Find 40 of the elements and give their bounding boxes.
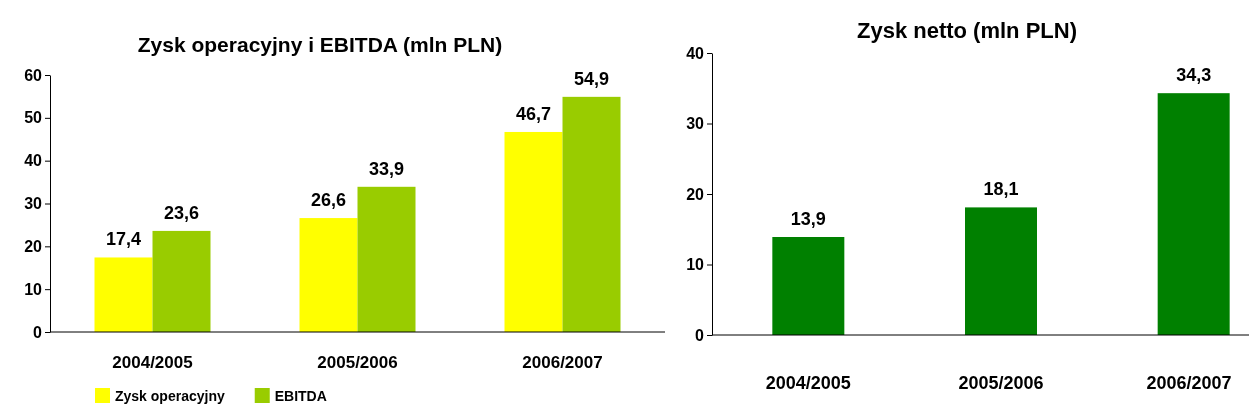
data-label: 33,9 — [368, 158, 405, 179]
bar — [965, 207, 1037, 335]
x-tick-label: 2004/2005 — [765, 373, 851, 393]
y-tick-label: 0 — [33, 323, 43, 341]
x-tick-label: 2005/2006 — [958, 373, 1044, 393]
bar — [504, 131, 563, 332]
legend-label: EBITDA — [274, 388, 327, 404]
y-tick-label: 50 — [24, 109, 43, 127]
y-tick-label: 40 — [686, 44, 705, 62]
bar — [1157, 93, 1230, 335]
x-tick-label: 2006/2007 — [1146, 373, 1232, 393]
legend-label: Zysk operacyjny — [115, 388, 225, 404]
bar — [152, 230, 211, 332]
data-label: 26,6 — [310, 190, 347, 211]
x-tick-label: 2004/2005 — [112, 353, 193, 372]
y-tick-label: 60 — [24, 66, 43, 84]
bar — [562, 96, 621, 332]
data-label: 13,9 — [790, 209, 826, 230]
data-label: 17,4 — [105, 229, 142, 250]
y-tick-label: 30 — [24, 195, 43, 213]
y-tick-label: 20 — [686, 185, 705, 203]
bar — [299, 218, 358, 332]
data-label: 54,9 — [573, 68, 610, 89]
data-label: 34,3 — [1176, 65, 1212, 86]
x-tick-label: 2005/2006 — [317, 353, 398, 372]
y-tick-label: 10 — [686, 256, 705, 274]
data-label: 23,6 — [163, 202, 200, 223]
chart-title: Zysk operacyjny i EBITDA (mln PLN) — [137, 33, 503, 56]
y-tick-label: 0 — [695, 326, 705, 344]
data-label: 18,1 — [983, 179, 1019, 200]
y-tick-label: 30 — [686, 115, 705, 133]
chart-title: Zysk netto (mln PLN) — [856, 18, 1078, 43]
bar — [772, 237, 845, 335]
y-tick-label: 20 — [24, 237, 43, 255]
y-tick-label: 10 — [24, 280, 43, 298]
data-label: 46,7 — [515, 103, 552, 124]
y-tick-label: 40 — [24, 152, 43, 170]
bar — [357, 186, 416, 332]
bar — [94, 257, 153, 332]
x-tick-label: 2006/2007 — [522, 353, 603, 372]
